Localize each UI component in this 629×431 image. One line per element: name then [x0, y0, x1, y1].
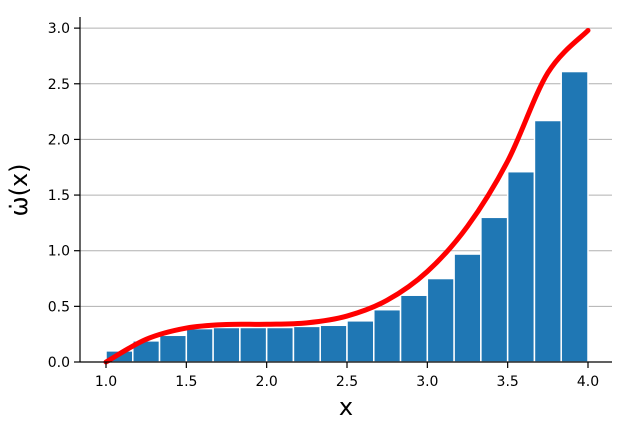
bar-7: [292, 325, 321, 363]
bar-6: [265, 326, 295, 363]
bar-9: [346, 320, 375, 363]
fitted-curve: [103, 27, 591, 365]
bar-10: [373, 308, 402, 363]
x-tick-label-4: 3.0: [416, 374, 438, 390]
axes: [79, 17, 612, 363]
x-tick-label-1: 1.5: [175, 374, 197, 390]
bar-15: [506, 170, 536, 363]
bar-14: [480, 216, 509, 363]
bar-17: [560, 70, 589, 363]
y-tick-label-5: 2.5: [48, 77, 70, 93]
bar-3: [185, 327, 214, 363]
x-tick-label-0: 1.0: [95, 374, 117, 390]
x-tick-label-5: 3.5: [497, 374, 519, 390]
bar-4: [212, 326, 241, 363]
y-tick-label-1: 0.5: [48, 299, 70, 315]
x-tick-label-2: 2.0: [256, 374, 278, 390]
bar-5: [239, 326, 268, 363]
bar-12: [426, 277, 455, 363]
bar-8: [319, 324, 348, 363]
bar-2: [158, 334, 188, 363]
bar-16: [533, 119, 562, 363]
x-tick-label-3: 2.5: [336, 374, 358, 390]
x-axis-title: x: [339, 393, 353, 421]
x-tick-label-6: 4.0: [577, 374, 599, 390]
y-tick-label-0: 0.0: [48, 355, 70, 371]
y-tick-label-3: 1.5: [48, 188, 70, 204]
bar-13: [453, 253, 482, 363]
y-tick-label-2: 1.0: [48, 244, 70, 260]
bar-11: [399, 294, 429, 363]
y-axis-title: ω̇(x): [5, 163, 33, 216]
y-tick-label-4: 2.0: [48, 132, 70, 148]
curve-line: [103, 27, 591, 365]
y-tick-label-6: 3.0: [48, 21, 70, 37]
tick-labels: 0.0 0.5 1.0 1.5 2.0 2.5 3.0 1.0 1.5 2.0 2.5 3.0 3.5 4…: [48, 21, 599, 390]
histogram-bars: [105, 70, 589, 363]
